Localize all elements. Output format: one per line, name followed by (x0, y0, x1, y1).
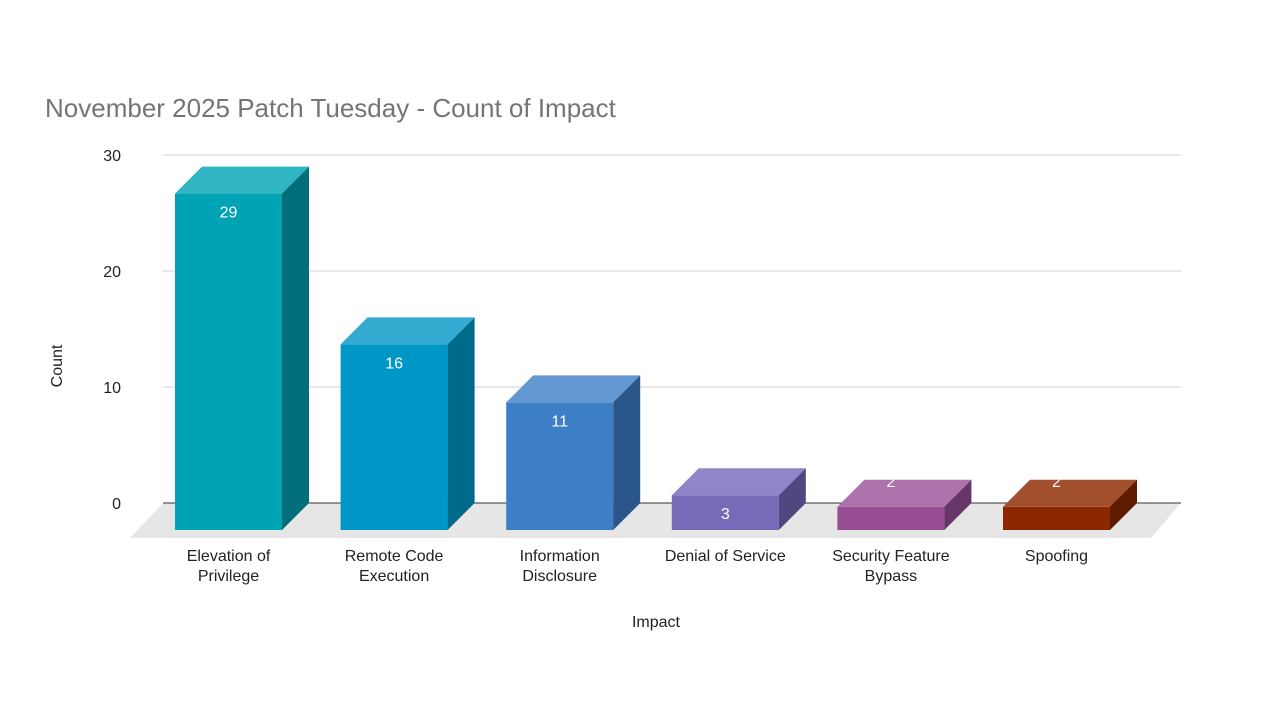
data-label: 11 (551, 413, 568, 430)
y-axis-title: Count (49, 344, 66, 387)
x-tick-label: Security Feature Bypass (832, 548, 949, 585)
x-axis-labels: Elevation of Privilege Remote Code Executio… (187, 548, 1088, 585)
data-label: 2 (1052, 474, 1061, 491)
bars: 29 16 11 3 2 2 (175, 166, 1137, 530)
bar-front (671, 495, 779, 530)
data-label: 29 (220, 205, 238, 222)
bar: 29 (175, 166, 309, 530)
x-axis-title: Impact (632, 614, 681, 631)
bar-side (447, 317, 475, 530)
bar-top (1003, 479, 1137, 507)
bar: 2 (837, 474, 972, 530)
x-tick-label: Denial of Service (665, 548, 786, 565)
y-tick-label: 20 (103, 264, 121, 281)
x-tick-label: Spoofing (1025, 548, 1088, 565)
y-tick-label: 30 (103, 148, 121, 165)
bar-side (613, 375, 641, 530)
bar-front (340, 344, 448, 530)
data-label: 2 (886, 474, 895, 491)
bar-top (671, 468, 806, 496)
x-tick-label: Elevation of Privilege (187, 548, 271, 585)
bar-side (1110, 479, 1137, 530)
bar-top (506, 375, 641, 403)
gridlines (163, 154, 1181, 388)
bar: 16 (340, 317, 475, 530)
bar-side (778, 468, 806, 530)
data-label: 3 (721, 506, 730, 523)
bar-top (175, 166, 309, 194)
bar-side (944, 479, 972, 530)
bar: 2 (1003, 474, 1137, 530)
x-tick-label: Information Disclosure (520, 548, 600, 585)
y-tick-label: 0 (112, 496, 121, 513)
y-axis-ticks: 0 10 20 30 (103, 148, 121, 513)
x-tick-label: Remote Code Execution (345, 548, 444, 585)
bar: 11 (506, 375, 641, 530)
bar-top (340, 317, 475, 345)
bar-front (175, 193, 282, 530)
bar-top (837, 479, 972, 507)
bar-side (282, 166, 309, 530)
bar-front (506, 402, 614, 530)
bar: 3 (671, 468, 806, 530)
y-tick-label: 10 (103, 380, 121, 397)
bar-front (1003, 506, 1110, 530)
data-label: 16 (385, 355, 403, 372)
chart-title: November 2025 Patch Tuesday - Count of I… (45, 93, 617, 123)
bar-front (837, 506, 945, 530)
